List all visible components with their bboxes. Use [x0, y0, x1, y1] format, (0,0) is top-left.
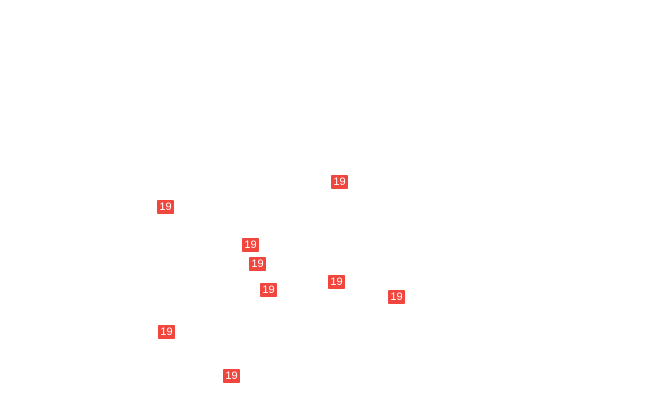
map-marker[interactable]: 19	[260, 283, 277, 297]
marker-count-label: 19	[160, 326, 173, 338]
marker-count-label: 19	[330, 276, 343, 288]
map-marker[interactable]: 19	[249, 257, 266, 271]
marker-count-label: 19	[390, 291, 403, 303]
map-marker[interactable]: 19	[242, 238, 259, 252]
map-marker[interactable]: 19	[158, 325, 175, 339]
marker-count-label: 19	[262, 284, 275, 296]
map-marker[interactable]: 19	[331, 175, 348, 189]
map-marker[interactable]: 19	[388, 290, 405, 304]
map-marker[interactable]: 19	[328, 275, 345, 289]
marker-count-label: 19	[225, 370, 238, 382]
marker-count-label: 19	[159, 201, 172, 213]
map-marker[interactable]: 19	[223, 369, 240, 383]
marker-count-label: 19	[251, 258, 264, 270]
map-marker[interactable]: 19	[157, 200, 174, 214]
marker-count-label: 19	[244, 239, 257, 251]
marker-count-label: 19	[333, 176, 346, 188]
